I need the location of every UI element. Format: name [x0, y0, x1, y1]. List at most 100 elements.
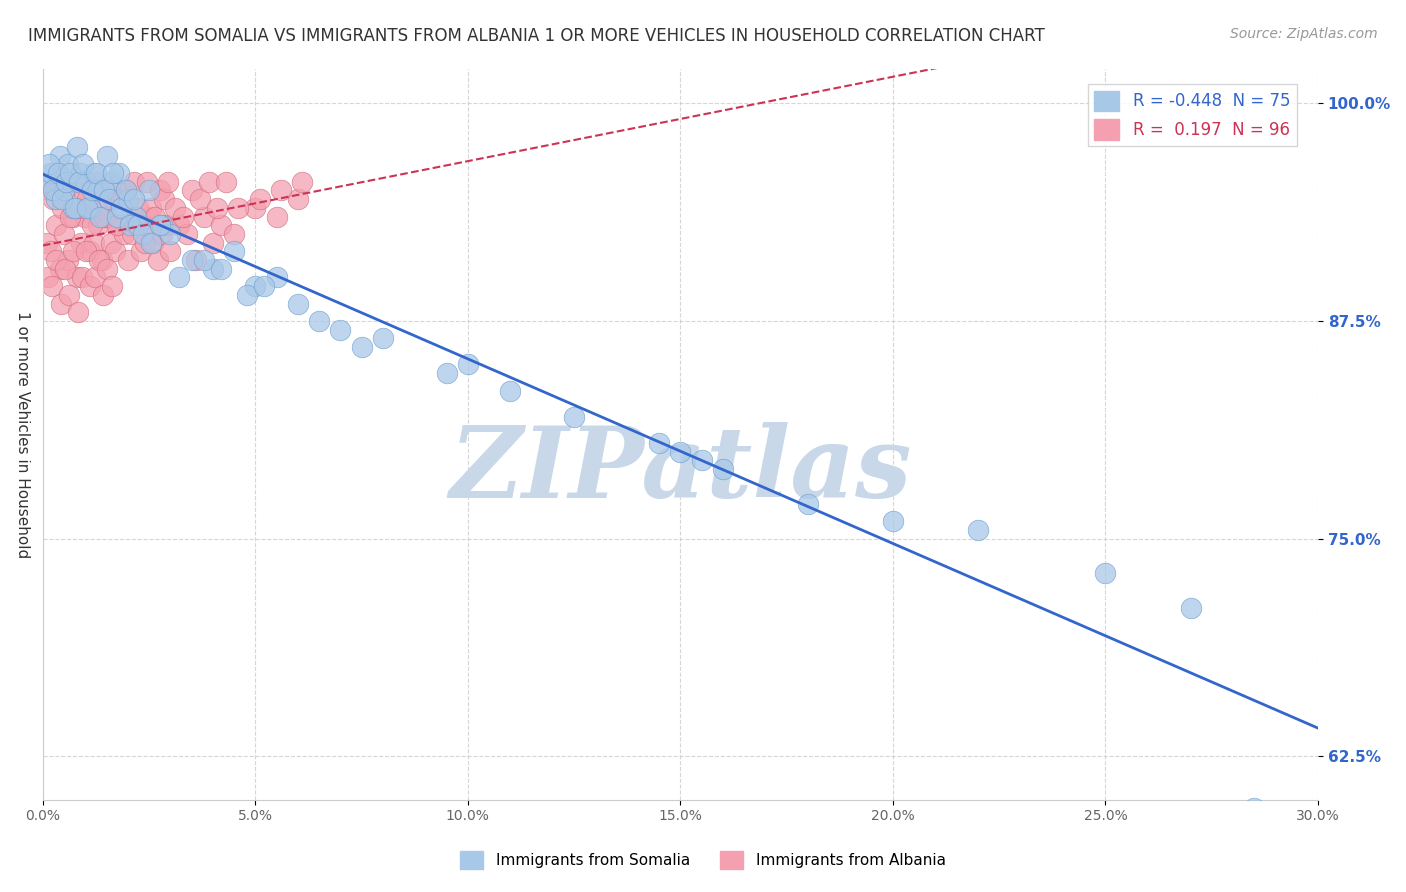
Point	[127, 218, 149, 232]
Point	[245, 201, 267, 215]
Point	[180, 183, 202, 197]
Point	[135, 175, 157, 189]
Point	[141, 235, 163, 250]
Point	[96, 148, 118, 162]
Point	[96, 261, 118, 276]
Point	[127, 201, 149, 215]
Point	[53, 261, 76, 276]
Point	[87, 253, 110, 268]
Point	[58, 253, 80, 268]
Point	[91, 253, 114, 268]
Point	[55, 175, 77, 189]
Point	[59, 166, 82, 180]
Point	[249, 192, 271, 206]
Point	[45, 253, 67, 268]
Point	[167, 270, 190, 285]
Point	[105, 218, 128, 232]
Point	[180, 253, 202, 268]
Y-axis label: 1 or more Vehicles in Household: 1 or more Vehicles in Household	[15, 310, 30, 558]
Point	[83, 270, 105, 285]
Point	[291, 175, 314, 189]
Point	[42, 183, 65, 197]
Point	[110, 201, 132, 215]
Point	[100, 279, 122, 293]
Point	[84, 175, 107, 189]
Point	[562, 409, 585, 424]
Point	[197, 175, 219, 189]
Legend: R = -0.448  N = 75, R =  0.197  N = 96: R = -0.448 N = 75, R = 0.197 N = 96	[1088, 84, 1296, 146]
Point	[41, 279, 63, 293]
Point	[62, 244, 84, 259]
Point	[153, 192, 176, 206]
Point	[83, 166, 105, 180]
Point	[167, 218, 190, 232]
Point	[38, 183, 60, 197]
Point	[46, 175, 69, 189]
Point	[75, 175, 97, 189]
Point	[457, 358, 479, 372]
Point	[55, 183, 77, 197]
Point	[245, 279, 267, 293]
Point	[270, 183, 292, 197]
Point	[118, 218, 141, 232]
Point	[108, 218, 131, 232]
Point	[79, 279, 101, 293]
Point	[84, 166, 107, 180]
Point	[49, 148, 72, 162]
Point	[49, 261, 72, 276]
Point	[134, 235, 156, 250]
Point	[141, 201, 163, 215]
Point	[58, 157, 80, 171]
Point	[63, 201, 86, 215]
Point	[44, 192, 66, 206]
Point	[72, 157, 94, 171]
Point	[80, 183, 103, 197]
Point	[149, 218, 172, 232]
Point	[201, 261, 224, 276]
Point	[100, 175, 122, 189]
Point	[1180, 601, 1202, 615]
Point	[75, 244, 97, 259]
Point	[138, 210, 160, 224]
Point	[62, 210, 84, 224]
Point	[150, 227, 173, 241]
Point	[155, 218, 177, 232]
Point	[63, 175, 86, 189]
Point	[112, 227, 135, 241]
Point	[226, 201, 249, 215]
Point	[37, 270, 59, 285]
Point	[150, 218, 173, 232]
Point	[142, 235, 165, 250]
Point	[145, 210, 167, 224]
Point	[89, 201, 111, 215]
Point	[39, 166, 62, 180]
Point	[172, 210, 194, 224]
Point	[967, 523, 990, 537]
Legend: Immigrants from Somalia, Immigrants from Albania: Immigrants from Somalia, Immigrants from…	[454, 845, 952, 875]
Point	[711, 462, 734, 476]
Point	[108, 166, 131, 180]
Point	[49, 296, 72, 310]
Point	[117, 253, 139, 268]
Point	[236, 288, 259, 302]
Point	[46, 166, 69, 180]
Point	[253, 279, 276, 293]
Point	[648, 435, 671, 450]
Point	[193, 210, 215, 224]
Point	[121, 227, 143, 241]
Point	[97, 192, 120, 206]
Text: Source: ZipAtlas.com: Source: ZipAtlas.com	[1230, 27, 1378, 41]
Point	[329, 323, 352, 337]
Point	[114, 183, 136, 197]
Point	[149, 183, 172, 197]
Point	[97, 183, 120, 197]
Text: IMMIGRANTS FROM SOMALIA VS IMMIGRANTS FROM ALBANIA 1 OR MORE VEHICLES IN HOUSEHO: IMMIGRANTS FROM SOMALIA VS IMMIGRANTS FR…	[28, 27, 1045, 45]
Point	[67, 175, 90, 189]
Point	[35, 175, 58, 189]
Point	[79, 244, 101, 259]
Point	[53, 183, 76, 197]
Point	[129, 244, 152, 259]
Point	[146, 253, 169, 268]
Point	[70, 235, 93, 250]
Point	[35, 235, 58, 250]
